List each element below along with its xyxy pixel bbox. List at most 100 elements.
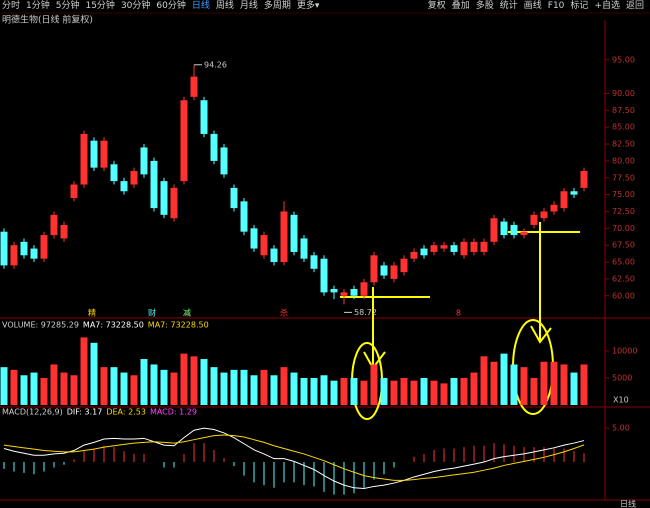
- candle-body: [270, 248, 278, 263]
- y-tick-label: 65.00: [612, 258, 635, 267]
- period-tab[interactable]: 月线: [239, 1, 258, 11]
- volume-bar: [570, 372, 578, 405]
- period-tab[interactable]: 30分钟: [120, 1, 151, 11]
- volume-bar: [580, 364, 588, 405]
- event-tag: 8: [456, 309, 461, 318]
- volume-bar: [60, 372, 68, 405]
- y-tick-label: 77.50: [612, 173, 635, 182]
- period-tab[interactable]: 周线: [215, 1, 234, 11]
- candle-body: [340, 292, 348, 296]
- legend-entry: DIF: 3.17: [67, 408, 103, 417]
- volume-bar: [540, 361, 548, 405]
- tool-button[interactable]: 多股: [475, 1, 494, 11]
- candle-body: [100, 140, 108, 168]
- candle-body: [110, 164, 118, 182]
- volume-bar: [390, 380, 398, 405]
- volume-bar: [170, 372, 178, 405]
- y-tick-label: 85.00: [612, 123, 635, 132]
- volume-bar: [380, 377, 388, 405]
- candle-body: [120, 181, 128, 192]
- volume-bar: [150, 364, 158, 405]
- y-tick-label: 62.50: [612, 274, 635, 283]
- tool-button[interactable]: F10: [547, 1, 565, 11]
- volume-bar: [0, 367, 8, 405]
- candle-body: [350, 289, 358, 296]
- period-tab[interactable]: 5分钟: [55, 1, 80, 11]
- candle-body: [90, 140, 98, 168]
- macd-line: [3, 434, 585, 481]
- candle-body: [370, 255, 378, 283]
- event-tag: 财: [148, 308, 156, 318]
- volume-bar: [450, 377, 458, 405]
- tool-button[interactable]: 叠加: [451, 1, 470, 11]
- y-tick-label: 5000: [612, 373, 632, 382]
- volume-bar: [270, 375, 278, 405]
- event-tag: 减: [183, 308, 191, 318]
- volume-bar: [50, 364, 58, 405]
- volume-bar: [280, 367, 288, 405]
- tool-button[interactable]: 复权: [427, 1, 446, 11]
- period-tab[interactable]: 日线: [191, 1, 210, 11]
- volume-bar: [120, 372, 128, 405]
- candle-body: [320, 258, 328, 293]
- period-tab[interactable]: 60分钟: [156, 1, 186, 11]
- tool-button[interactable]: 标记: [570, 1, 589, 11]
- volume-bar: [110, 367, 118, 405]
- volume-bar: [490, 361, 498, 405]
- tool-button[interactable]: +自选: [594, 1, 620, 11]
- candle-body: [140, 147, 148, 175]
- volume-bar: [550, 361, 558, 405]
- footer-period: 日线: [620, 499, 636, 508]
- volume-bar: [130, 375, 138, 405]
- candle-body: [510, 224, 518, 236]
- volume-bar: [440, 383, 448, 405]
- volume-bar: [320, 375, 328, 405]
- macd-line: [3, 427, 585, 489]
- tool-button[interactable]: 返回: [625, 1, 644, 11]
- volume-bar: [250, 375, 258, 405]
- y-tick-label: 60.00: [612, 291, 635, 300]
- candle-body: [440, 245, 448, 249]
- candle-body: [250, 228, 258, 249]
- y-tick-label: 67.50: [612, 241, 635, 250]
- period-tab[interactable]: 15分钟: [85, 1, 115, 11]
- volume-bar: [530, 377, 538, 405]
- candle-body: [490, 218, 498, 242]
- period-tab[interactable]: 多周期: [263, 1, 291, 11]
- volume-bar: [290, 372, 298, 405]
- volume-bar: [30, 372, 38, 405]
- volume-bar: [40, 377, 48, 405]
- y-tick-label: 82.50: [612, 140, 635, 149]
- legend-entry: MA7: 73228.50: [83, 321, 144, 330]
- volume-bar: [80, 337, 88, 405]
- panel-title: VOLUME: 97285.29: [2, 321, 79, 330]
- y-tick-label: 95.00: [612, 55, 635, 64]
- y-tick-label: 10000: [612, 346, 637, 355]
- candle-body: [210, 133, 218, 161]
- candle-body: [20, 241, 28, 256]
- volume-bar: [230, 369, 238, 405]
- candle-body: [280, 211, 288, 263]
- period-tab[interactable]: 更多▾: [296, 1, 320, 11]
- y-tick-label: 90.00: [612, 89, 635, 98]
- volume-bar: [410, 380, 418, 405]
- candle-body: [360, 282, 368, 296]
- candle-body: [150, 160, 158, 209]
- y-tick-label: 87.50: [612, 106, 635, 115]
- tool-button[interactable]: 画线: [523, 1, 542, 11]
- period-tab[interactable]: 1分钟: [26, 1, 50, 11]
- candle-body: [460, 241, 468, 256]
- volume-bar: [70, 375, 78, 405]
- tool-button[interactable]: 统计: [499, 1, 518, 11]
- volume-bar: [220, 372, 228, 405]
- volume-bar: [180, 353, 188, 405]
- volume-bar: [210, 367, 218, 405]
- candle-body: [420, 248, 428, 256]
- period-tab[interactable]: 分时: [2, 1, 21, 11]
- candle-body: [200, 100, 208, 134]
- candle-body: [60, 224, 68, 239]
- volume-bar: [90, 342, 98, 405]
- legend-entry: MA7: 73228.50: [148, 321, 209, 330]
- candle-body: [50, 214, 58, 236]
